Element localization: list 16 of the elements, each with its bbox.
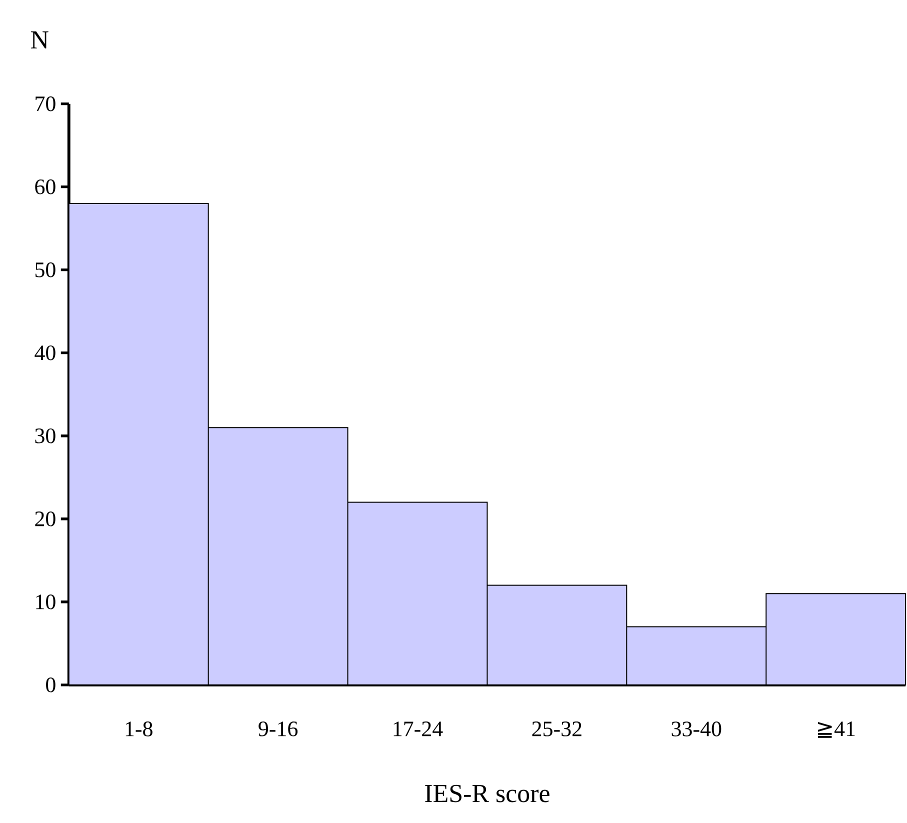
- x-tick-label: ≧41: [818, 722, 855, 738]
- y-tick-label: 20: [35, 512, 56, 526]
- y-axis-title: N: [30, 32, 48, 49]
- y-tick-label: 30: [35, 428, 56, 444]
- y-tick-label: 0: [46, 678, 56, 692]
- x-tick-label: 33-40: [672, 722, 722, 737]
- y-tick-label: 60: [35, 180, 56, 194]
- x-axis-title: IES-R score: [425, 784, 550, 802]
- y-tick-label: 70: [36, 96, 56, 112]
- y-tick-label: 10: [36, 594, 56, 610]
- x-tick-label: 1-8: [126, 722, 152, 737]
- y-tick-label: 50: [36, 262, 56, 278]
- x-tick-label: 17-24: [394, 722, 443, 736]
- x-tick-label: 25-32: [532, 722, 582, 736]
- y-tick-label: 40: [34, 346, 56, 360]
- x-tick-label: 9-16: [258, 722, 298, 736]
